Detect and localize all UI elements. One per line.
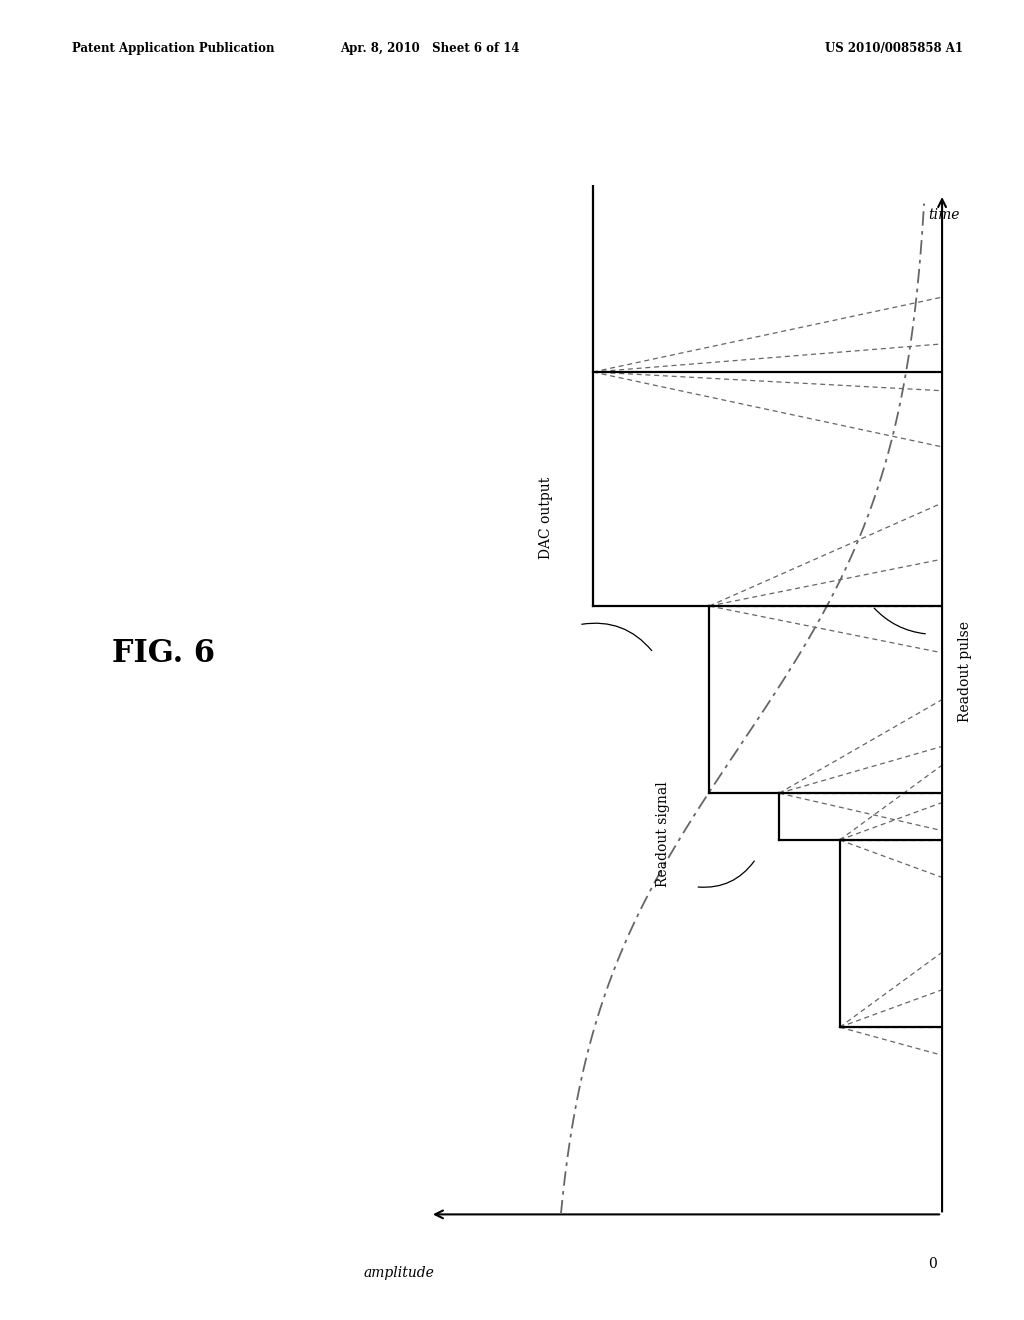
Text: Readout pulse: Readout pulse [958,620,973,722]
Text: Apr. 8, 2010   Sheet 6 of 14: Apr. 8, 2010 Sheet 6 of 14 [340,42,520,55]
Text: 0: 0 [929,1257,937,1271]
Text: Patent Application Publication: Patent Application Publication [72,42,274,55]
Text: Readout signal: Readout signal [655,781,670,887]
Text: US 2010/0085858 A1: US 2010/0085858 A1 [824,42,963,55]
Text: FIG. 6: FIG. 6 [113,638,215,669]
Text: time: time [928,209,959,222]
Text: DAC output: DAC output [540,477,553,560]
Text: amplitude: amplitude [364,1266,435,1280]
